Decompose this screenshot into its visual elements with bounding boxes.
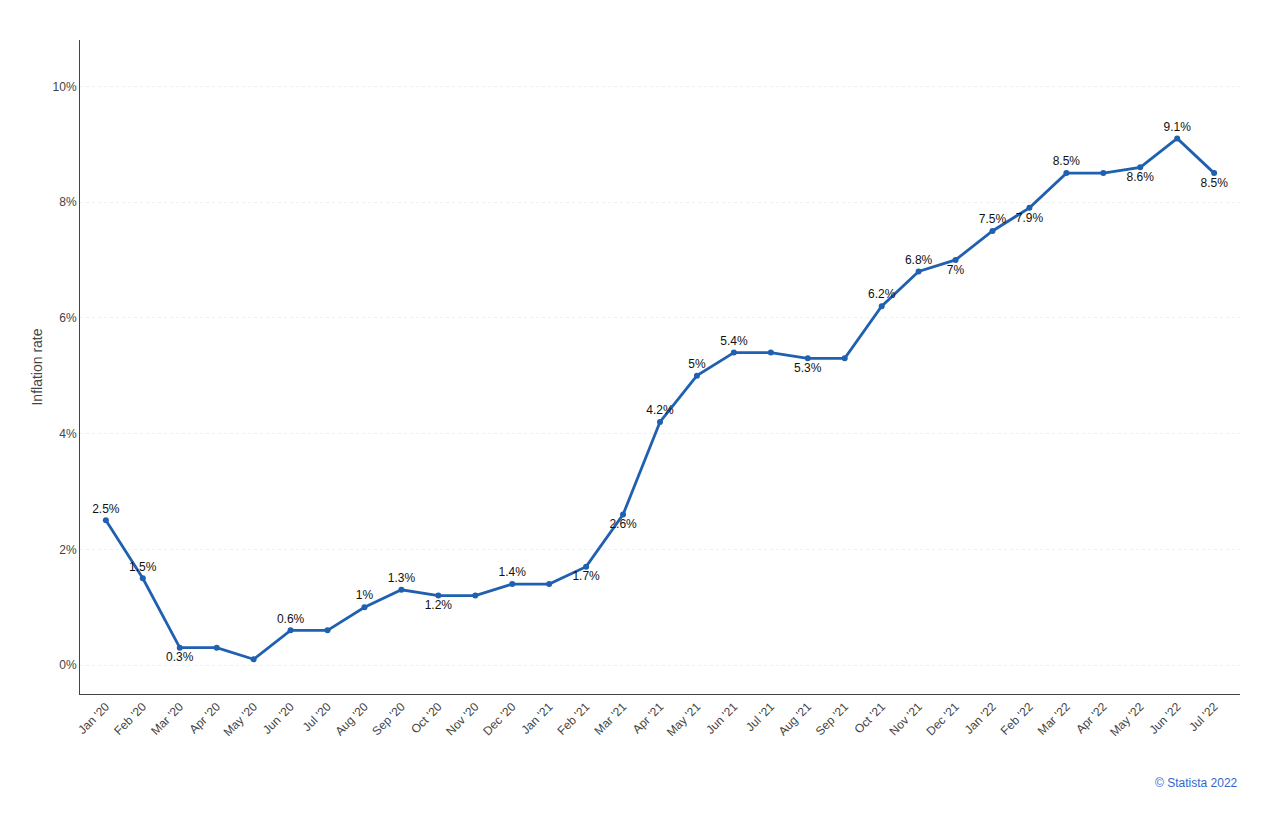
- svg-text:Jan '20: Jan '20: [75, 700, 112, 737]
- svg-text:2%: 2%: [59, 543, 77, 557]
- svg-text:8.6%: 8.6%: [1127, 170, 1155, 184]
- svg-text:Jan '22: Jan '22: [962, 700, 999, 737]
- svg-text:1.7%: 1.7%: [572, 569, 600, 583]
- svg-text:6%: 6%: [59, 311, 77, 325]
- svg-text:0.3%: 0.3%: [166, 650, 194, 664]
- svg-text:6.2%: 6.2%: [868, 287, 896, 301]
- svg-text:Jun '20: Jun '20: [260, 700, 297, 737]
- svg-text:Apr '20: Apr '20: [187, 700, 224, 737]
- svg-text:10%: 10%: [53, 80, 77, 94]
- svg-text:4%: 4%: [59, 427, 77, 441]
- svg-text:9.1%: 9.1%: [1164, 120, 1192, 134]
- svg-text:Mar '22: Mar '22: [1035, 700, 1073, 738]
- svg-text:Feb '21: Feb '21: [555, 700, 593, 738]
- svg-text:Oct '20: Oct '20: [408, 700, 445, 737]
- svg-text:Sep '21: Sep '21: [813, 700, 852, 739]
- svg-text:8%: 8%: [59, 195, 77, 209]
- svg-text:6.8%: 6.8%: [905, 253, 933, 267]
- svg-text:Nov '20: Nov '20: [443, 700, 482, 739]
- svg-text:5%: 5%: [688, 357, 706, 371]
- svg-text:7%: 7%: [947, 263, 965, 277]
- svg-text:Feb '20: Feb '20: [111, 700, 149, 738]
- svg-text:0.6%: 0.6%: [277, 612, 305, 626]
- svg-text:1%: 1%: [356, 588, 374, 602]
- svg-text:1.4%: 1.4%: [499, 565, 527, 579]
- svg-text:8.5%: 8.5%: [1053, 154, 1081, 168]
- svg-text:Apr '21: Apr '21: [630, 700, 667, 737]
- svg-text:Jul '21: Jul '21: [743, 700, 777, 734]
- svg-text:Mar '21: Mar '21: [591, 700, 629, 738]
- svg-text:7.9%: 7.9%: [1016, 211, 1044, 225]
- svg-text:Dec '20: Dec '20: [480, 700, 519, 739]
- svg-text:1.5%: 1.5%: [129, 560, 157, 574]
- svg-text:8.5%: 8.5%: [1200, 176, 1228, 190]
- svg-text:Oct '21: Oct '21: [852, 700, 889, 737]
- svg-text:2.5%: 2.5%: [92, 502, 120, 516]
- svg-text:Jan '21: Jan '21: [519, 700, 556, 737]
- svg-text:Inflation rate: Inflation rate: [29, 328, 45, 405]
- svg-text:7.5%: 7.5%: [979, 212, 1007, 226]
- svg-text:Jul '22: Jul '22: [1186, 700, 1220, 734]
- svg-text:Sep '20: Sep '20: [369, 700, 408, 739]
- svg-text:5.4%: 5.4%: [720, 334, 748, 348]
- svg-text:May '20: May '20: [221, 700, 261, 740]
- svg-text:4.2%: 4.2%: [646, 403, 674, 417]
- svg-text:2.6%: 2.6%: [609, 517, 637, 531]
- svg-text:Jun '21: Jun '21: [703, 700, 740, 737]
- svg-text:Jun '22: Jun '22: [1147, 700, 1184, 737]
- svg-text:May '21: May '21: [664, 700, 704, 740]
- svg-text:Dec '21: Dec '21: [923, 700, 962, 739]
- svg-text:1.2%: 1.2%: [425, 598, 453, 612]
- svg-text:1.3%: 1.3%: [388, 571, 416, 585]
- svg-text:0%: 0%: [59, 658, 77, 672]
- svg-text:© Statista 2022: © Statista 2022: [1155, 776, 1238, 790]
- svg-text:May '22: May '22: [1107, 700, 1147, 740]
- svg-text:Apr '22: Apr '22: [1073, 700, 1110, 737]
- svg-text:Nov '21: Nov '21: [887, 700, 926, 739]
- svg-text:Aug '20: Aug '20: [332, 700, 371, 739]
- svg-text:5.3%: 5.3%: [794, 361, 822, 375]
- svg-text:Jul '20: Jul '20: [300, 700, 334, 734]
- svg-text:Feb '22: Feb '22: [998, 700, 1036, 738]
- svg-text:Mar '20: Mar '20: [148, 700, 186, 738]
- svg-text:Aug '21: Aug '21: [776, 700, 815, 739]
